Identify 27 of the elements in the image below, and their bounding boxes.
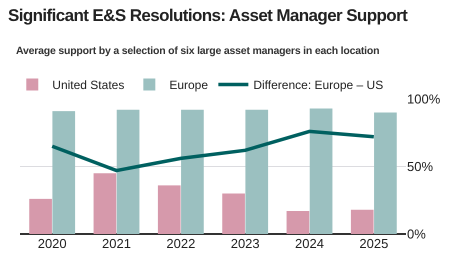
x-tick-label: 2021 xyxy=(102,236,131,251)
x-tick-label: 2022 xyxy=(166,236,196,251)
x-tick-label: 2020 xyxy=(38,236,67,251)
legend-label: Difference: Europe – US xyxy=(253,78,384,92)
bar xyxy=(29,198,52,234)
bar xyxy=(222,194,245,234)
legend-label: Europe xyxy=(169,78,208,92)
bar xyxy=(245,110,268,234)
bar xyxy=(94,173,116,234)
bar xyxy=(52,111,76,234)
bar xyxy=(158,185,181,234)
x-tick-label: 2024 xyxy=(295,236,324,251)
bar xyxy=(374,112,397,234)
bar xyxy=(350,210,374,234)
bar xyxy=(286,211,310,234)
bar xyxy=(181,110,204,234)
chart-subtitle: Average support by a selection of six large asset managers in each location xyxy=(16,45,380,57)
x-tick-label: 2023 xyxy=(230,236,260,251)
chart-title: Significant E&S Resolutions: Asset Manager Support xyxy=(8,6,408,26)
legend-label: United States xyxy=(52,78,124,92)
y-tick-label: 0% xyxy=(407,226,426,242)
line-series xyxy=(50,130,376,172)
bar xyxy=(116,110,140,234)
y-tick-label: 50% xyxy=(407,159,434,174)
y-tick-label: 100% xyxy=(407,92,441,107)
bar xyxy=(310,108,332,234)
x-tick-label: 2025 xyxy=(359,236,388,251)
